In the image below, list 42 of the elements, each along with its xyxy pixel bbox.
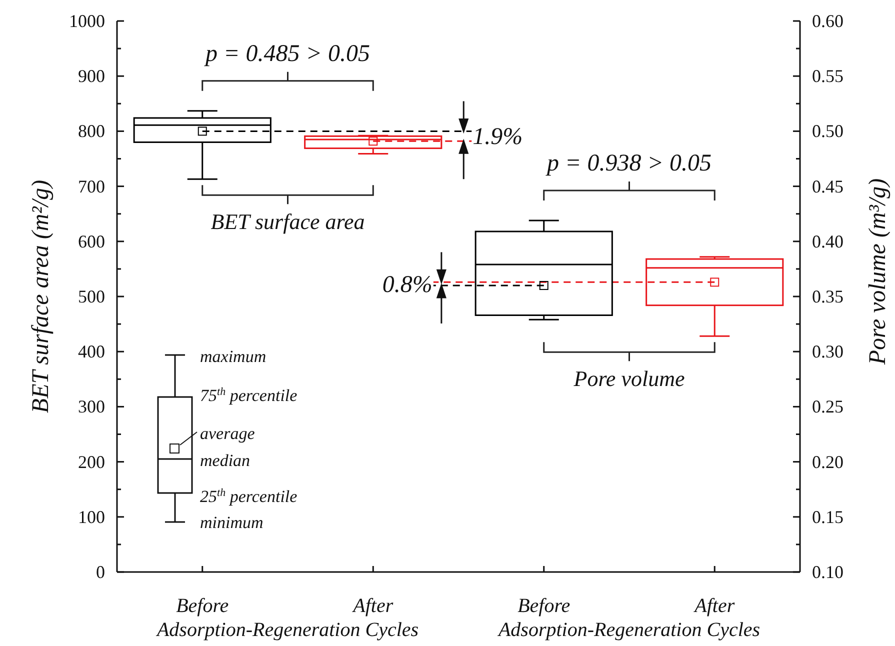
y-tick-label: 800	[78, 121, 105, 142]
annotation: BET surface area	[210, 209, 365, 234]
annotation: minimum	[200, 513, 264, 532]
annotation: maximum	[200, 347, 266, 366]
annotation: p = 0.485 > 0.05	[204, 40, 370, 67]
annotation: 1.9%	[472, 124, 523, 150]
annotation: 25$^{th}$ percentile	[200, 487, 298, 506]
annotation: Pore volume	[572, 366, 685, 392]
y2-tick-label: 0.60	[812, 11, 844, 31]
y-tick-label: 500	[78, 286, 105, 306]
y-tick-label: 0	[96, 562, 105, 582]
y2-tick-label: 0.20	[812, 452, 844, 472]
annotation: average	[200, 424, 256, 443]
y2-tick-label: 0.15	[812, 506, 844, 527]
y-axis-title: BET surface area (m²/g)	[28, 180, 54, 414]
annotation: p = 0.938 > 0.05	[545, 150, 712, 176]
x-tick-label: Before	[176, 595, 229, 617]
y2-tick-label: 0.45	[812, 176, 844, 196]
x-tick-label: Before	[518, 595, 570, 617]
y2-tick-label: 0.40	[812, 231, 844, 252]
y-tick-label: 600	[78, 231, 105, 252]
y2-axis-title: Pore volume (m³/g)	[865, 178, 891, 366]
y2-tick-label: 0.50	[812, 121, 844, 142]
text: Adsorption-Regeneration Cycles	[496, 619, 760, 641]
annotation: 75$^{th}$ percentile	[200, 386, 298, 405]
x-tick-label: After	[351, 595, 394, 617]
y-tick-label: 100	[78, 506, 105, 527]
y-tick-label: 400	[78, 342, 105, 362]
y-tick-label: 1000	[69, 11, 105, 31]
y2-tick-label: 0.25	[812, 396, 844, 417]
y2-tick-label: 0.30	[812, 342, 844, 362]
annotation: 0.8%	[382, 272, 432, 298]
text: Adsorption-Regeneration Cycles	[154, 619, 419, 641]
y2-tick-label: 0.55	[812, 66, 844, 86]
y-tick-label: 200	[78, 452, 105, 472]
y-tick-label: 700	[78, 176, 105, 196]
y-tick-label: 900	[78, 66, 105, 86]
y2-tick-label: 0.10	[812, 562, 844, 582]
annotation: median	[200, 451, 250, 470]
y2-tick-label: 0.35	[812, 286, 844, 306]
y-tick-label: 300	[78, 396, 105, 417]
x-tick-label: After	[692, 595, 735, 617]
